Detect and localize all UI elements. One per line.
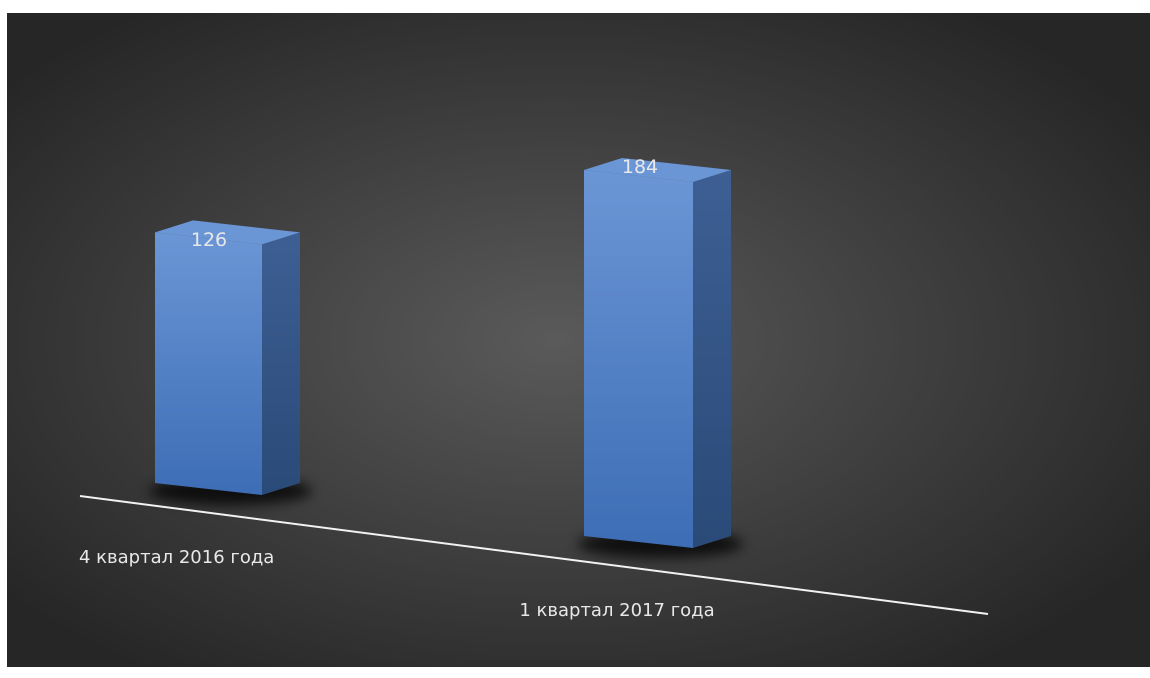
bar-chart: 126 184 4 квартал 2016 года 1 квартал 20… [7, 13, 1150, 667]
bar-q4-2016 [155, 220, 300, 495]
floor-axis-line [79, 495, 989, 615]
chart-area: 126 184 4 квартал 2016 года 1 квартал 20… [7, 13, 1150, 667]
data-label-q1-2017: 184 [622, 156, 658, 178]
data-label-q4-2016: 126 [191, 229, 227, 251]
bar-front-q4-2016 [155, 232, 262, 495]
category-label-q4-2016: 4 квартал 2016 года [79, 547, 274, 568]
bar-top-q4-2016 [155, 220, 300, 245]
bar-side-q4-2016 [262, 232, 300, 495]
bar-q1-2017 [584, 158, 731, 548]
labels: 126 184 4 квартал 2016 года 1 квартал 20… [79, 156, 715, 621]
category-label-q1-2017: 1 квартал 2017 года [519, 600, 714, 621]
bars [155, 158, 731, 548]
bar-front-q1-2017 [584, 170, 693, 548]
bar-side-q1-2017 [693, 170, 731, 548]
bar-top-q1-2017 [584, 158, 731, 182]
